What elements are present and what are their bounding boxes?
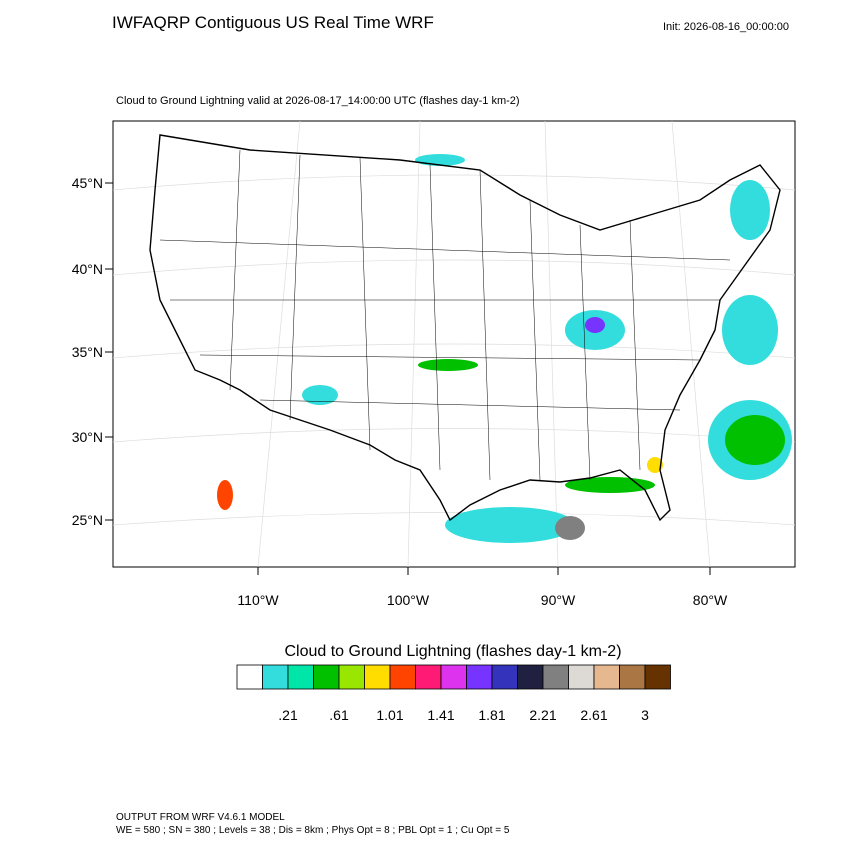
colorbar-swatch	[568, 664, 595, 690]
lon-label: 80°W	[693, 592, 728, 608]
lon-label: 100°W	[387, 592, 430, 608]
lat-label: 35°N	[72, 344, 103, 360]
lat-label: 40°N	[72, 261, 103, 277]
colorbar-label: 3	[641, 707, 649, 723]
state-lines	[159, 149, 731, 481]
colorbar-swatch	[491, 664, 518, 690]
colorbar-swatch	[236, 664, 263, 690]
colorbar-label: .21	[278, 707, 298, 723]
colorbar-label: 1.81	[478, 707, 505, 723]
lat-label: 30°N	[72, 429, 103, 445]
colorbar-swatch	[644, 664, 671, 690]
lat-label: 25°N	[72, 512, 103, 528]
colorbar-swatch	[593, 664, 620, 690]
colorbar-swatch	[440, 664, 467, 690]
colorbar-swatch	[313, 664, 340, 690]
graticule	[112, 120, 796, 568]
colorbar-swatch	[619, 664, 646, 690]
title: IWFAQRP Contiguous US Real Time WRF	[112, 13, 434, 32]
colorbar-swatch	[466, 664, 493, 690]
lightning-areas	[217, 154, 792, 543]
colorbar-label: 2.61	[580, 707, 607, 723]
colorbar-swatch	[287, 664, 314, 690]
colorbar-swatch	[542, 664, 569, 690]
colorbar-label: 2.21	[529, 707, 556, 723]
colorbar-title: Cloud to Ground Lightning (flashes day-1…	[284, 643, 621, 660]
lat-label: 45°N	[72, 175, 103, 191]
colorbar-swatch	[364, 664, 391, 690]
map-subtitle: Cloud to Ground Lightning valid at 2026-…	[116, 95, 520, 107]
colorbar-swatch	[262, 664, 289, 690]
lon-label: 90°W	[541, 592, 576, 608]
colorbar-label: .61	[329, 707, 349, 723]
colorbar-swatch	[338, 664, 365, 690]
footer-line: WE = 580 ; SN = 380 ; Levels = 38 ; Dis …	[116, 825, 510, 836]
lon-label: 110°W	[237, 592, 279, 608]
footer-line: OUTPUT FROM WRF V4.6.1 MODEL	[116, 812, 285, 823]
colorbar-label: 1.01	[376, 707, 403, 723]
map	[112, 120, 796, 568]
colorbar-swatch	[389, 664, 416, 690]
us-outline	[149, 134, 781, 522]
colorbar-swatch	[517, 664, 544, 690]
colorbar-swatch	[415, 664, 442, 690]
colorbar: .21 .61 1.01 1.41 1.81 2.21 2.61 3	[236, 664, 671, 723]
init-time: Init: 2026-08-16_00:00:00	[663, 21, 789, 33]
colorbar-label: 1.41	[427, 707, 454, 723]
